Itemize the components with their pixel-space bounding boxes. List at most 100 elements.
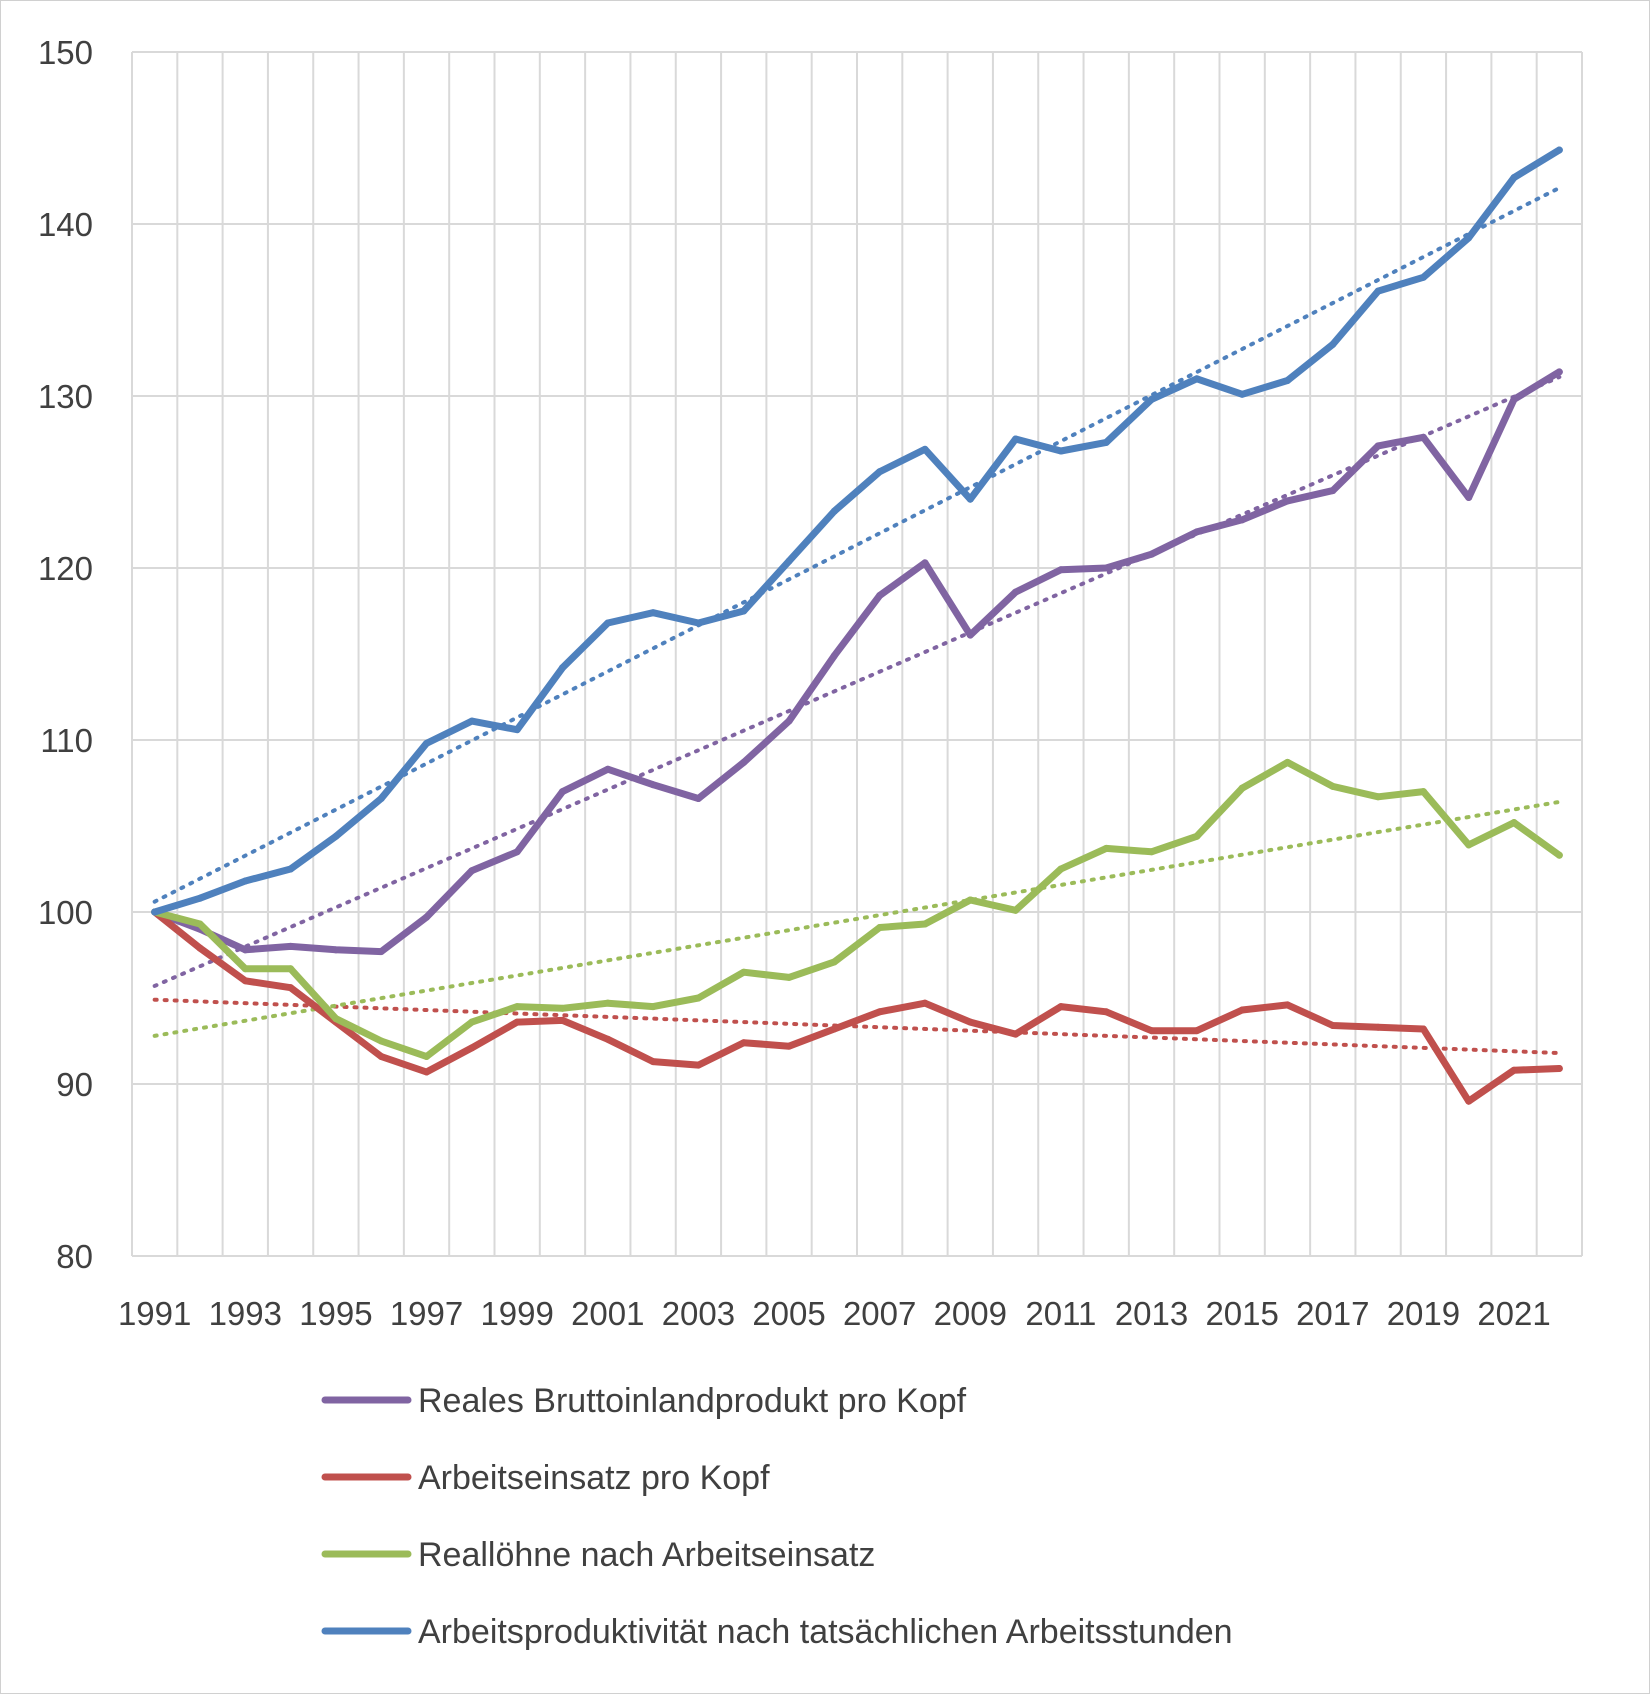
data-point	[1193, 375, 1201, 383]
data-point	[1012, 435, 1020, 443]
series-line	[151, 146, 1563, 916]
data-point	[694, 794, 702, 802]
data-point	[287, 984, 295, 992]
series-line	[151, 908, 1563, 1105]
data-point	[377, 794, 385, 802]
data-point	[1555, 368, 1563, 376]
data-point	[1238, 516, 1246, 524]
data-point	[513, 848, 521, 856]
data-point	[1555, 1065, 1563, 1073]
x-tick-label: 1999	[480, 1295, 553, 1332]
x-axis-ticks: 1991 1993 1995 1997 1999 2001 2003 2005 2007 2009…	[118, 1295, 1551, 1332]
data-point	[1374, 1023, 1382, 1031]
data-point	[1193, 528, 1201, 536]
data-point	[921, 999, 929, 1007]
data-point	[830, 507, 838, 515]
data-point	[1193, 832, 1201, 840]
data-point	[785, 1042, 793, 1050]
data-point	[1057, 566, 1065, 574]
y-axis-ticks: 80 90 100 110 120 130 140 150	[38, 34, 93, 1275]
data-point	[1057, 1003, 1065, 1011]
data-point	[287, 965, 295, 973]
data-point	[740, 1039, 748, 1047]
data-point	[966, 1018, 974, 1026]
data-point	[876, 468, 884, 476]
data-point	[1555, 146, 1563, 154]
legend-label: Reallöhne nach Arbeitseinsatz	[418, 1536, 875, 1574]
data-point	[332, 1015, 340, 1023]
data-point	[1148, 848, 1156, 856]
x-tick-label: 2019	[1387, 1295, 1460, 1332]
data-point	[785, 717, 793, 725]
data-point	[1238, 784, 1246, 792]
data-point	[423, 1052, 431, 1060]
data-point	[830, 652, 838, 660]
x-tick-label: 2017	[1296, 1295, 1369, 1332]
data-point	[468, 1018, 476, 1026]
data-point	[921, 920, 929, 928]
x-tick-label: 2011	[1025, 1295, 1096, 1332]
data-point	[1465, 1097, 1473, 1105]
data-point	[1329, 782, 1337, 790]
data-point	[1374, 793, 1382, 801]
data-point	[377, 1037, 385, 1045]
data-point	[377, 948, 385, 956]
data-point	[1465, 493, 1473, 501]
y-tick-label: 80	[56, 1238, 93, 1275]
data-point	[1148, 395, 1156, 403]
x-tick-label: 2007	[843, 1295, 916, 1332]
data-point	[830, 1025, 838, 1033]
data-point	[1012, 1030, 1020, 1038]
data-point	[287, 865, 295, 873]
data-point	[1374, 287, 1382, 295]
data-point	[604, 1035, 612, 1043]
data-point	[1510, 174, 1518, 182]
x-tick-label: 2021	[1477, 1295, 1550, 1332]
x-tick-label: 2009	[934, 1295, 1007, 1332]
x-tick-label: 1997	[390, 1295, 463, 1332]
x-tick-label: 2013	[1115, 1295, 1188, 1332]
data-point	[649, 609, 657, 617]
trendline	[152, 799, 1562, 1038]
data-point	[649, 781, 657, 789]
x-tick-label: 1993	[209, 1295, 282, 1332]
x-tick-label: 1995	[299, 1295, 372, 1332]
data-point	[468, 1044, 476, 1052]
data-point	[241, 946, 249, 954]
data-point	[1510, 395, 1518, 403]
data-point	[558, 664, 566, 672]
y-tick-label: 130	[38, 378, 93, 415]
data-point	[740, 968, 748, 976]
data-point	[1283, 497, 1291, 505]
data-point	[241, 877, 249, 885]
data-point	[1238, 1006, 1246, 1014]
data-point	[1329, 1022, 1337, 1030]
data-point	[423, 913, 431, 921]
series-lines	[151, 146, 1563, 1105]
data-point	[694, 994, 702, 1002]
data-point	[966, 495, 974, 503]
data-point	[1374, 442, 1382, 450]
y-tick-label: 140	[38, 206, 93, 243]
data-point	[785, 557, 793, 565]
data-point	[740, 758, 748, 766]
data-point	[966, 896, 974, 904]
data-point	[241, 965, 249, 973]
data-point	[1419, 273, 1427, 281]
y-tick-label: 110	[40, 722, 93, 759]
data-point	[740, 607, 748, 615]
data-point	[1419, 788, 1427, 796]
data-point	[1057, 447, 1065, 455]
y-tick-label: 150	[38, 34, 93, 71]
data-point	[468, 867, 476, 875]
data-point	[513, 726, 521, 734]
data-point	[1465, 234, 1473, 242]
y-tick-label: 120	[38, 550, 93, 587]
data-point	[1102, 844, 1110, 852]
data-point	[876, 923, 884, 931]
data-point	[423, 1068, 431, 1076]
data-point	[1329, 340, 1337, 348]
data-point	[468, 717, 476, 725]
gridlines	[131, 51, 1583, 1257]
data-point	[1283, 758, 1291, 766]
